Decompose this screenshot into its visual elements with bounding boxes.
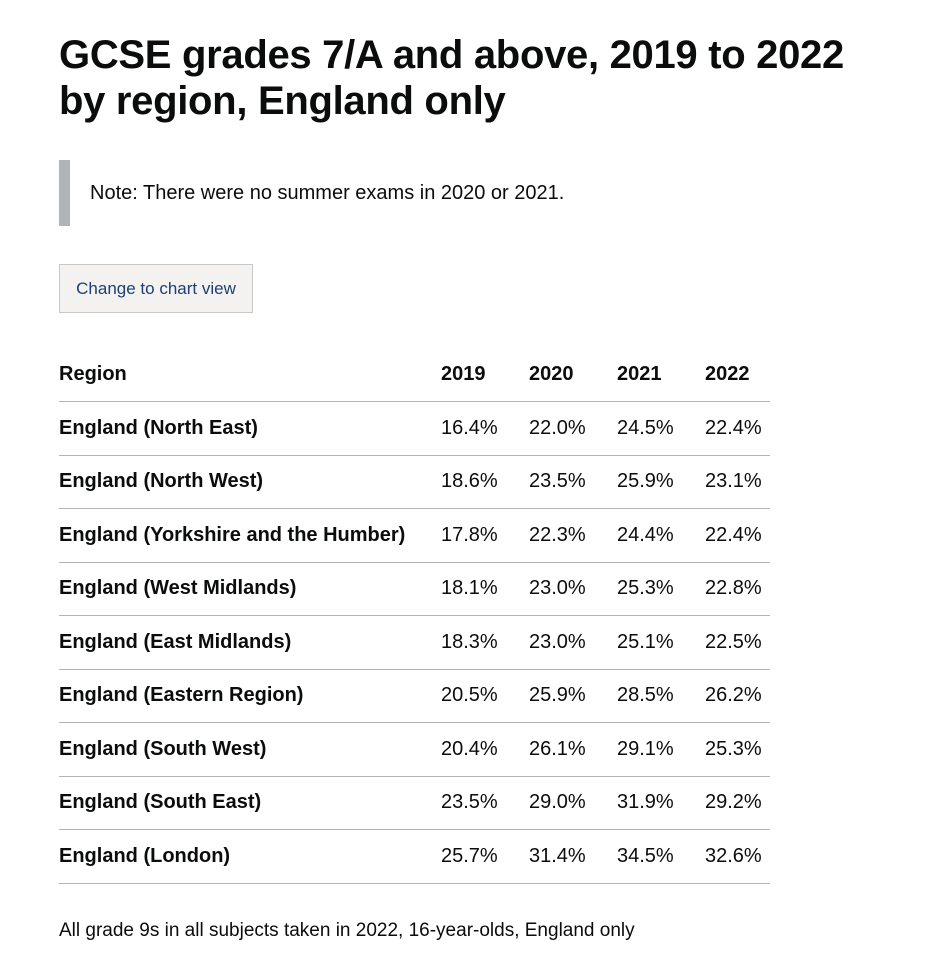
cell-2022: 23.1% <box>705 455 770 509</box>
table-row: England (North West) 18.6% 23.5% 25.9% 23.1% <box>59 455 770 509</box>
cell-2022: 22.4% <box>705 401 770 456</box>
cell-2022: 26.2% <box>705 669 770 723</box>
change-to-chart-view-button[interactable]: Change to chart view <box>59 264 253 313</box>
table-row: England (South West) 20.4% 26.1% 29.1% 25.3% <box>59 722 770 777</box>
cell-2019: 23.5% <box>441 776 529 830</box>
column-header-2022: 2022 <box>705 348 770 402</box>
cell-2022: 32.6% <box>705 829 770 884</box>
column-header-2021: 2021 <box>617 348 705 402</box>
cell-2022: 22.5% <box>705 615 770 670</box>
cell-2020: 31.4% <box>529 829 617 884</box>
cell-2021: 24.4% <box>617 508 705 563</box>
exam-note: Note: There were no summer exams in 2020… <box>59 160 779 226</box>
cell-2020: 23.0% <box>529 615 617 670</box>
cell-2021: 25.1% <box>617 615 705 670</box>
row-region-label: England (Eastern Region) <box>59 669 441 723</box>
cell-2020: 23.0% <box>529 562 617 616</box>
row-region-label: England (North East) <box>59 401 441 456</box>
cell-2021: 31.9% <box>617 776 705 830</box>
cell-2020: 22.0% <box>529 401 617 456</box>
cell-2019: 18.1% <box>441 562 529 616</box>
page-title: GCSE grades 7/A and above, 2019 to 2022 … <box>59 33 844 123</box>
cell-2021: 25.9% <box>617 455 705 509</box>
column-header-2020: 2020 <box>529 348 617 402</box>
cell-2022: 22.4% <box>705 508 770 563</box>
cell-2019: 25.7% <box>441 829 529 884</box>
cell-2022: 25.3% <box>705 722 770 777</box>
row-region-label: England (West Midlands) <box>59 562 441 616</box>
cell-2021: 25.3% <box>617 562 705 616</box>
cell-2021: 29.1% <box>617 722 705 777</box>
cell-2020: 25.9% <box>529 669 617 723</box>
table-row: England (South East) 23.5% 29.0% 31.9% 29.2% <box>59 776 770 830</box>
table-row: England (Eastern Region) 20.5% 25.9% 28.5% 2… <box>59 669 770 723</box>
table-header-row: Region 2019 2020 2021 2022 <box>59 348 770 402</box>
cell-2019: 16.4% <box>441 401 529 456</box>
table-caption: All grade 9s in all subjects taken in 20… <box>59 920 635 941</box>
grades-table: Region 2019 2020 2021 2022 England (Nort… <box>59 348 770 884</box>
table-row: England (London) 25.7% 31.4% 34.5% 32.6% <box>59 829 770 884</box>
cell-2022: 22.8% <box>705 562 770 616</box>
row-region-label: England (South West) <box>59 722 441 777</box>
table-row: England (East Midlands) 18.3% 23.0% 25.1% 22… <box>59 615 770 670</box>
row-region-label: England (South East) <box>59 776 441 830</box>
column-header-region: Region <box>59 348 441 402</box>
cell-2021: 34.5% <box>617 829 705 884</box>
cell-2020: 26.1% <box>529 722 617 777</box>
cell-2019: 20.4% <box>441 722 529 777</box>
row-region-label: England (East Midlands) <box>59 615 441 670</box>
table-row: England (Yorkshire and the Humber) 17.8% 2… <box>59 508 770 563</box>
cell-2019: 18.3% <box>441 615 529 670</box>
cell-2021: 24.5% <box>617 401 705 456</box>
column-header-2019: 2019 <box>441 348 529 402</box>
cell-2020: 29.0% <box>529 776 617 830</box>
cell-2019: 17.8% <box>441 508 529 563</box>
cell-2021: 28.5% <box>617 669 705 723</box>
table-row: England (North East) 16.4% 22.0% 24.5% 22.4% <box>59 401 770 456</box>
row-region-label: England (Yorkshire and the Humber) <box>59 508 441 563</box>
row-region-label: England (London) <box>59 829 441 884</box>
cell-2022: 29.2% <box>705 776 770 830</box>
cell-2019: 20.5% <box>441 669 529 723</box>
table-row: England (West Midlands) 18.1% 23.0% 25.3% 22… <box>59 562 770 616</box>
exam-note-text: Note: There were no summer exams in 2020… <box>90 181 565 204</box>
cell-2020: 22.3% <box>529 508 617 563</box>
row-region-label: England (North West) <box>59 455 441 509</box>
cell-2020: 23.5% <box>529 455 617 509</box>
cell-2019: 18.6% <box>441 455 529 509</box>
